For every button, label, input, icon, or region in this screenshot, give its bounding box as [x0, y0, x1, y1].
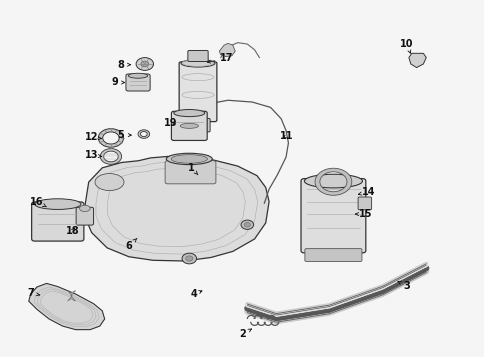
Text: 17: 17 [207, 53, 233, 63]
Polygon shape [29, 283, 105, 330]
FancyBboxPatch shape [301, 178, 365, 253]
FancyBboxPatch shape [165, 161, 215, 184]
Polygon shape [67, 291, 76, 301]
Ellipse shape [180, 124, 198, 129]
Ellipse shape [181, 60, 214, 67]
Text: 7: 7 [27, 288, 40, 298]
Circle shape [141, 61, 149, 67]
Polygon shape [219, 43, 235, 56]
Text: 16: 16 [30, 197, 46, 207]
Ellipse shape [173, 110, 204, 117]
Text: 9: 9 [111, 77, 124, 87]
FancyBboxPatch shape [31, 202, 84, 241]
Ellipse shape [166, 153, 212, 165]
Text: 6: 6 [125, 238, 137, 251]
Text: 10: 10 [399, 39, 413, 53]
Text: 19: 19 [164, 119, 177, 129]
Text: 8: 8 [117, 60, 130, 70]
Text: 18: 18 [65, 226, 79, 236]
Circle shape [182, 253, 196, 264]
Text: 2: 2 [239, 329, 251, 339]
Circle shape [243, 222, 250, 227]
Text: 14: 14 [358, 187, 374, 197]
FancyBboxPatch shape [304, 248, 361, 261]
FancyBboxPatch shape [185, 119, 210, 132]
Text: 13: 13 [85, 150, 101, 160]
Circle shape [185, 256, 193, 261]
Text: 12: 12 [85, 132, 101, 142]
FancyBboxPatch shape [179, 62, 216, 122]
Text: 3: 3 [397, 281, 409, 291]
Text: 1: 1 [188, 163, 197, 175]
FancyBboxPatch shape [126, 74, 150, 91]
FancyBboxPatch shape [357, 197, 371, 210]
FancyBboxPatch shape [187, 50, 208, 61]
FancyBboxPatch shape [76, 207, 93, 225]
Circle shape [136, 57, 153, 70]
Ellipse shape [128, 73, 148, 78]
Ellipse shape [34, 199, 81, 210]
Ellipse shape [171, 155, 207, 163]
Ellipse shape [95, 174, 124, 191]
FancyBboxPatch shape [171, 111, 207, 140]
Text: 4: 4 [190, 289, 201, 299]
Text: 11: 11 [280, 131, 293, 141]
Text: 5: 5 [117, 130, 131, 140]
Polygon shape [85, 156, 269, 261]
Circle shape [241, 220, 253, 229]
Ellipse shape [304, 174, 362, 188]
Ellipse shape [79, 205, 90, 212]
Polygon shape [408, 53, 425, 67]
Text: 15: 15 [355, 209, 372, 219]
